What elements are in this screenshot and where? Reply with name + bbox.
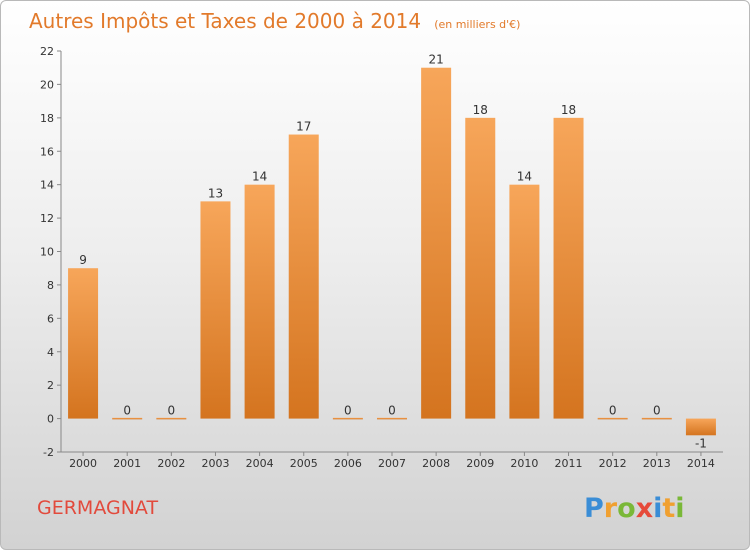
data-label: 0 <box>609 404 617 418</box>
data-label: 9 <box>79 253 87 267</box>
bar <box>509 184 540 419</box>
y-tick-label: 20 <box>40 78 54 91</box>
bar <box>244 184 275 419</box>
y-axis: -2 0 2 4 6 8 10 12 14 16 18 20 22 <box>40 45 62 459</box>
data-label: 14 <box>517 170 532 184</box>
data-label: 13 <box>208 186 223 200</box>
y-tick-label: 18 <box>40 112 54 125</box>
y-tick-label: -2 <box>43 446 54 459</box>
y-tick-label: 14 <box>40 179 54 192</box>
y-tick-label: 10 <box>40 246 54 259</box>
logo-letter: x <box>636 493 653 524</box>
data-label: 21 <box>428 53 443 67</box>
bar <box>377 417 407 420</box>
bar <box>156 417 187 420</box>
y-tick-label: 12 <box>40 212 54 225</box>
x-tick-label: 2000 <box>69 457 97 470</box>
data-label: 14 <box>252 170 267 184</box>
data-label: 0 <box>653 404 661 418</box>
data-label: 18 <box>473 103 488 117</box>
data-label: 0 <box>344 404 352 418</box>
bar <box>288 134 319 419</box>
bar <box>597 417 628 420</box>
commune-name: GERMAGNAT <box>37 497 158 519</box>
logo-letter: o <box>617 493 636 524</box>
y-tick-label: 2 <box>47 379 54 392</box>
x-tick-label: 2013 <box>643 457 671 470</box>
data-label: 0 <box>168 404 176 418</box>
chart-title: Autres Impôts et Taxes de 2000 à 2014 (e… <box>29 9 520 33</box>
x-axis: 2000 2001 2002 2003 2004 2005 2006 2007 2008 2009… <box>61 451 723 470</box>
x-tick-label: 2009 <box>466 457 494 470</box>
x-tick-label: 2007 <box>378 457 406 470</box>
x-tick-label: 2010 <box>510 457 538 470</box>
data-label: 0 <box>123 404 131 418</box>
bars <box>68 67 716 436</box>
logo-letter: r <box>604 493 618 524</box>
x-tick-label: 2006 <box>334 457 362 470</box>
y-tick-label: 16 <box>40 145 54 158</box>
x-tick-label: 2012 <box>599 457 627 470</box>
bar <box>685 418 716 436</box>
x-tick-label: 2011 <box>555 457 583 470</box>
y-tick-label: 8 <box>47 279 54 292</box>
data-label: 0 <box>388 404 396 418</box>
y-tick-label: 6 <box>47 312 54 325</box>
bar <box>200 201 231 419</box>
bar <box>332 417 363 420</box>
x-tick-label: 2002 <box>157 457 185 470</box>
y-tick-label: 22 <box>40 45 54 58</box>
bar <box>465 117 496 419</box>
x-tick-label: 2003 <box>201 457 229 470</box>
data-label: 17 <box>296 120 311 134</box>
data-label: -1 <box>695 436 707 450</box>
bar <box>553 117 584 419</box>
logo-letter: i <box>653 493 662 524</box>
logo-letter: t <box>662 493 675 524</box>
y-tick-label: 0 <box>47 413 54 426</box>
x-tick-label: 2008 <box>422 457 450 470</box>
proxiti-logo: Proxiti <box>584 493 685 524</box>
x-tick-label: 2004 <box>246 457 274 470</box>
x-tick-label: 2014 <box>687 457 715 470</box>
bar <box>421 67 452 419</box>
data-labels: 9 0 0 13 14 17 0 0 21 18 14 18 0 0 -1 <box>79 53 707 451</box>
data-label: 18 <box>561 103 576 117</box>
y-tick-label: 4 <box>47 346 54 359</box>
bar <box>112 417 143 420</box>
bar <box>641 417 672 420</box>
x-tick-label: 2001 <box>113 457 141 470</box>
bar <box>68 268 99 419</box>
logo-letter: i <box>675 493 684 524</box>
logo-letter: P <box>584 493 604 524</box>
x-tick-label: 2005 <box>290 457 318 470</box>
